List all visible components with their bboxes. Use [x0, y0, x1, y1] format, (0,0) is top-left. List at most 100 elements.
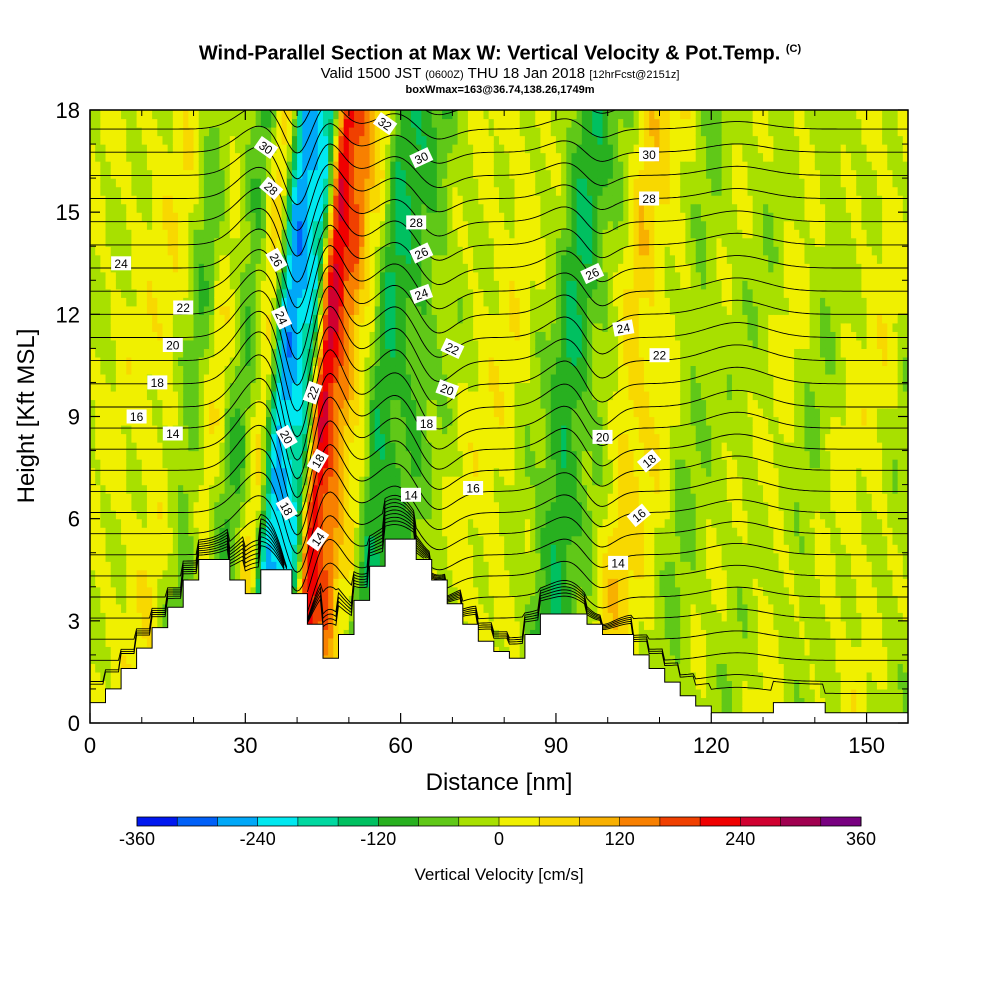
velocity-cell [100, 433, 107, 443]
velocity-cell [400, 365, 407, 375]
velocity-cell [260, 459, 267, 469]
velocity-cell [266, 407, 272, 418]
velocity-cell [302, 569, 309, 579]
velocity-cell [172, 544, 179, 554]
velocity-cell [188, 220, 195, 230]
velocity-cell [354, 382, 360, 392]
velocity-cell [157, 348, 164, 358]
velocity-cell [322, 280, 329, 290]
velocity-cell [333, 578, 340, 588]
velocity-cell [100, 518, 107, 528]
velocity-cell [317, 280, 324, 290]
velocity-cell [131, 552, 138, 562]
velocity-cell [266, 365, 272, 375]
velocity-cell [224, 229, 231, 239]
velocity-cell [359, 305, 365, 315]
velocity-cell [131, 569, 138, 579]
velocity-cell [157, 442, 164, 452]
velocity-cell [214, 118, 221, 128]
velocity-cell [312, 254, 319, 264]
velocity-cell [167, 314, 174, 324]
velocity-cell [131, 135, 138, 145]
velocity-cell [219, 433, 226, 443]
velocity-cell [162, 220, 169, 230]
velocity-cell [229, 229, 236, 239]
velocity-cell [328, 603, 334, 613]
velocity-cell [374, 339, 381, 349]
velocity-cell [421, 135, 428, 145]
velocity-cell [136, 314, 143, 324]
velocity-cell [374, 322, 381, 332]
velocity-cell [224, 152, 231, 162]
velocity-cell [431, 373, 438, 384]
velocity-cell [121, 425, 127, 435]
velocity-cell [162, 442, 169, 452]
velocity-cell [162, 356, 169, 367]
velocity-cell [131, 365, 138, 375]
velocity-cell [343, 569, 350, 579]
velocity-cell [426, 365, 433, 375]
velocity-cell [152, 467, 158, 477]
velocity-cell [193, 450, 200, 460]
velocity-cell [442, 169, 448, 179]
velocity-cell [343, 297, 350, 307]
velocity-cell [141, 382, 148, 392]
velocity-cell [286, 348, 293, 358]
velocity-cell [354, 169, 360, 179]
velocity-cell [317, 510, 324, 520]
velocity-cell [416, 263, 422, 273]
velocity-cell [291, 178, 298, 188]
velocity-cell [219, 152, 226, 162]
velocity-cell [100, 620, 107, 630]
velocity-cell [442, 416, 448, 426]
velocity-cell [95, 314, 101, 324]
velocity-cell [390, 161, 397, 171]
velocity-cell [431, 331, 438, 341]
velocity-cell [188, 212, 195, 222]
velocity-cell [157, 365, 164, 375]
velocity-cell [354, 322, 360, 332]
velocity-cell [198, 535, 205, 545]
velocity-cell [224, 467, 231, 477]
velocity-cell [240, 161, 246, 171]
velocity-cell [157, 203, 164, 213]
velocity-cell [193, 322, 200, 332]
velocity-cell [416, 390, 422, 401]
velocity-cell [126, 195, 133, 205]
velocity-cell [317, 501, 324, 511]
velocity-cell [354, 220, 360, 230]
velocity-cell [405, 135, 412, 145]
velocity-cell [234, 246, 241, 256]
velocity-cell [203, 152, 210, 162]
velocity-cell [442, 365, 448, 375]
velocity-cell [172, 510, 179, 520]
velocity-cell [121, 407, 127, 418]
velocity-cell [178, 561, 184, 571]
velocity-cell [95, 637, 101, 647]
velocity-cell [354, 399, 360, 409]
velocity-cell [240, 450, 246, 460]
velocity-cell [110, 552, 117, 562]
velocity-cell [115, 595, 122, 605]
velocity-cell [90, 297, 96, 307]
velocity-cell [291, 246, 298, 256]
velocity-cell [255, 501, 262, 511]
velocity-cell [354, 348, 360, 358]
velocity-cell [172, 356, 179, 367]
velocity-cell [276, 288, 283, 298]
velocity-cell [271, 331, 277, 341]
velocity-cell [431, 297, 438, 307]
velocity-cell [183, 569, 189, 579]
velocity-cell [369, 288, 376, 298]
velocity-cell [374, 527, 381, 537]
velocity-cell [105, 365, 112, 375]
velocity-cell [395, 169, 402, 179]
velocity-cell [198, 118, 205, 128]
velocity-cell [90, 305, 96, 315]
velocity-cell [152, 416, 158, 426]
velocity-cell [234, 118, 241, 128]
velocity-cell [322, 365, 329, 375]
velocity-cell [178, 186, 184, 196]
velocity-cell [126, 356, 133, 367]
velocity-cell [224, 178, 231, 188]
